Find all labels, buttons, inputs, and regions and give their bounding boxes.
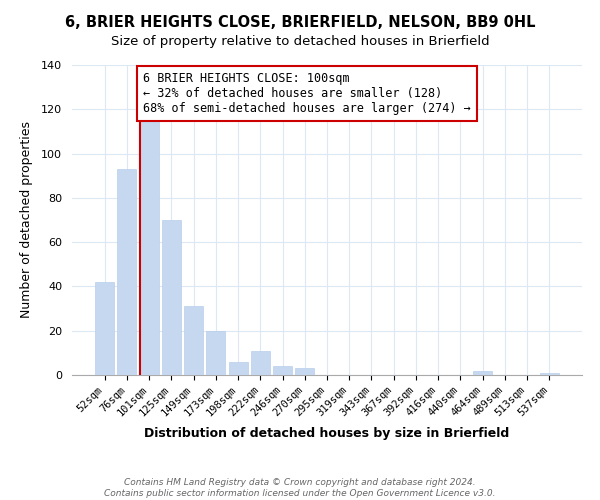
Text: Contains HM Land Registry data © Crown copyright and database right 2024.
Contai: Contains HM Land Registry data © Crown c… (104, 478, 496, 498)
Bar (540, 373, 559, 375)
X-axis label: Distribution of detached houses by size in Brierfield: Distribution of detached houses by size … (145, 426, 509, 440)
Bar (229, 362, 248, 375)
Bar (162, 220, 181, 375)
Text: Size of property relative to detached houses in Brierfield: Size of property relative to detached ho… (110, 35, 490, 48)
Bar (118, 169, 136, 375)
Bar (95, 282, 114, 375)
Bar (295, 368, 314, 375)
Text: 6, BRIER HEIGHTS CLOSE, BRIERFIELD, NELSON, BB9 0HL: 6, BRIER HEIGHTS CLOSE, BRIERFIELD, NELS… (65, 15, 535, 30)
Bar (473, 370, 492, 375)
Bar (273, 366, 292, 375)
Y-axis label: Number of detached properties: Number of detached properties (20, 122, 33, 318)
Bar (206, 330, 225, 375)
Text: 6 BRIER HEIGHTS CLOSE: 100sqm
← 32% of detached houses are smaller (128)
68% of : 6 BRIER HEIGHTS CLOSE: 100sqm ← 32% of d… (143, 72, 471, 114)
Bar (251, 350, 270, 375)
Bar (140, 116, 158, 375)
Bar (184, 306, 203, 375)
